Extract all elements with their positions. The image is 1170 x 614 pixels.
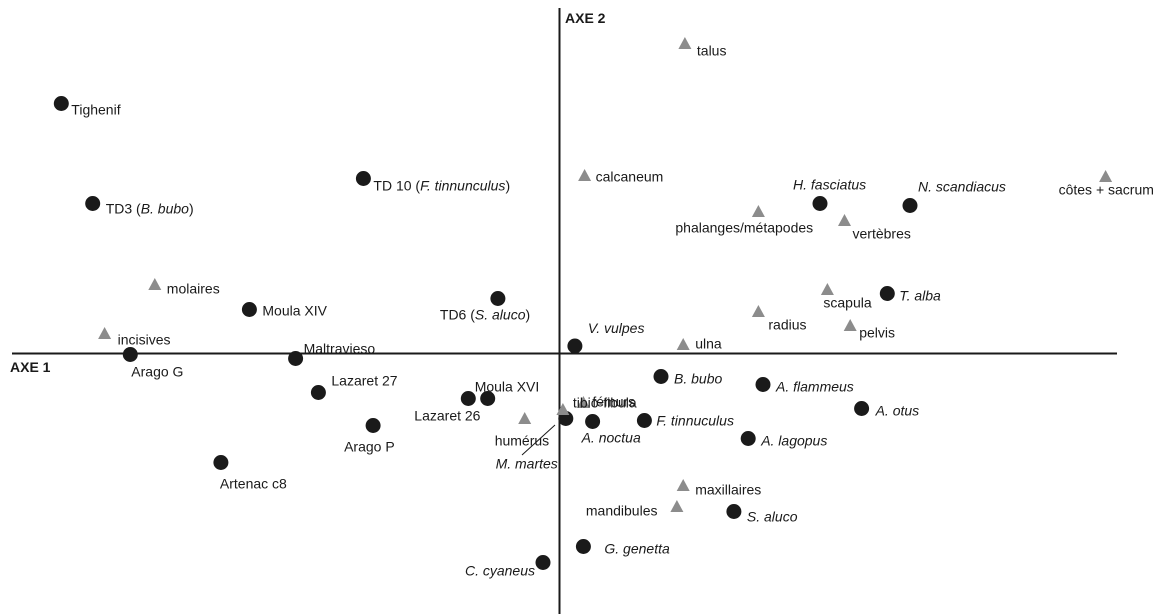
label-moula-xvi: Moula XVI bbox=[475, 379, 540, 395]
axis-2-title: AXE 2 bbox=[565, 10, 606, 26]
point-molaires-triangle bbox=[148, 278, 162, 290]
point-ulna-triangle bbox=[676, 338, 690, 350]
point-scapula-triangle bbox=[820, 283, 834, 295]
point-humerus-triangle bbox=[518, 412, 532, 424]
label-maxillaires: maxillaires bbox=[695, 482, 761, 498]
label-mandibules: mandibules bbox=[586, 503, 658, 519]
point-incisives-triangle bbox=[98, 327, 112, 339]
point-arago-g-circle bbox=[122, 347, 138, 362]
point-n-scandiacus-circle bbox=[902, 198, 918, 213]
point-calcaneum-triangle bbox=[578, 169, 592, 181]
axis-1-title: AXE 1 bbox=[10, 359, 51, 375]
point-b-bubo-circle bbox=[653, 369, 669, 384]
label-td3-b-bubo: TD3 (B. bubo) bbox=[106, 201, 194, 217]
label-tibio-fibula: tibio-fibula bbox=[573, 395, 637, 411]
label-arago-g: Arago G bbox=[131, 364, 183, 380]
label-radius: radius bbox=[768, 317, 806, 333]
label-calcaneum: calcaneum bbox=[596, 169, 664, 185]
point-phalanges-metapodes-triangle bbox=[751, 205, 765, 217]
point-s-aluco-circle bbox=[726, 504, 742, 519]
label-ulna: ulna bbox=[695, 336, 722, 352]
label-c-cyaneus: C. cyaneus bbox=[465, 563, 535, 579]
label-a-flammeus: A. flammeus bbox=[775, 379, 854, 395]
label-a-otus: A. otus bbox=[875, 403, 920, 419]
label-maltravieso: Maltravieso bbox=[304, 341, 376, 357]
point-td3-b-bubo-circle bbox=[85, 196, 101, 211]
point-pelvis-triangle bbox=[843, 319, 857, 331]
label-humerus: humérus bbox=[495, 433, 549, 449]
label-s-aluco: S. aluco bbox=[747, 509, 798, 525]
point-talus-triangle bbox=[678, 37, 692, 49]
point-tibio-fibula-triangle bbox=[556, 403, 570, 415]
label-moula-xiv: Moula XIV bbox=[262, 303, 327, 319]
m-martes-leader-line bbox=[521, 424, 556, 456]
point-c-cyaneus-circle bbox=[535, 555, 551, 570]
point-a-flammeus-circle bbox=[755, 377, 771, 392]
point-f-tinnuculus-circle bbox=[636, 413, 652, 428]
point-a-noctua-circle bbox=[585, 414, 601, 429]
point-g-genetta-circle bbox=[575, 539, 591, 554]
point-artenac-c8-circle bbox=[213, 455, 229, 470]
label-a-noctua: A. noctua bbox=[581, 430, 641, 446]
label-arago-p: Arago P bbox=[344, 439, 395, 455]
point-maxillaires-triangle bbox=[676, 479, 690, 491]
label-pelvis: pelvis bbox=[859, 325, 895, 341]
point-td-10-f-tinnunculus-circle bbox=[355, 171, 371, 186]
point-vertebres-triangle bbox=[838, 214, 851, 226]
label-artenac-c8: Artenac c8 bbox=[220, 476, 287, 492]
label-f-tinnuculus: F. tinnuculus bbox=[656, 413, 734, 429]
point-arago-p-circle bbox=[365, 418, 381, 433]
label-m-martes: M. martes bbox=[496, 456, 558, 472]
point-tighenif-circle bbox=[53, 96, 69, 111]
label-talus: talus bbox=[697, 43, 727, 59]
label-n-scandiacus: N. scandiacus bbox=[918, 179, 1006, 195]
point-femurs-triangle bbox=[576, 396, 590, 408]
point-a-otus-circle bbox=[854, 401, 870, 416]
label-incisives: incisives bbox=[118, 332, 171, 348]
label-td-10-f-tinnunculus: TD 10 (F. tinnunculus) bbox=[373, 178, 510, 194]
point-moula-xiv-circle bbox=[241, 302, 257, 317]
label-vertebres: vertèbres bbox=[853, 226, 911, 242]
label-td6-s-aluco: TD6 (S. aluco) bbox=[440, 307, 530, 323]
label-t-alba: T. alba bbox=[899, 288, 941, 304]
label-phalanges-metapodes: phalanges/métapodes bbox=[675, 220, 813, 236]
label-tighenif: Tighenif bbox=[71, 102, 120, 118]
point-lazaret-26-circle bbox=[460, 391, 476, 406]
label-lazaret-26: Lazaret 26 bbox=[414, 408, 480, 424]
point-td6-s-aluco-circle bbox=[490, 291, 506, 306]
label-scapula: scapula bbox=[823, 295, 871, 311]
label-v-vulpes: V. vulpes bbox=[588, 320, 645, 336]
label-molaires: molaires bbox=[167, 281, 220, 297]
point-t-alba-circle bbox=[879, 286, 895, 301]
point-h-fasciatus-circle bbox=[812, 196, 828, 211]
point-a-lagopus-circle bbox=[740, 431, 756, 446]
label-h-fasciatus: H. fasciatus bbox=[793, 177, 866, 193]
data-points bbox=[53, 37, 1113, 570]
label-a-lagopus: A. lagopus bbox=[760, 433, 827, 449]
point-labels: Tighenif TD3 (B. bubo) TD 10 (F. tinnuncul… bbox=[71, 43, 1154, 579]
label-cotes-sacrum: côtes + sacrum bbox=[1059, 182, 1154, 198]
point-cotes-sacrum-triangle bbox=[1099, 170, 1113, 182]
point-v-vulpes-circle bbox=[567, 338, 583, 354]
point-lazaret-27-circle bbox=[310, 385, 326, 400]
point-maltravieso-circle bbox=[288, 351, 304, 366]
label-femurs: fémurs bbox=[592, 394, 635, 410]
label-lazaret-27: Lazaret 27 bbox=[331, 373, 397, 389]
point-radius-triangle bbox=[751, 305, 765, 317]
label-b-bubo: B. bubo bbox=[674, 371, 722, 387]
point-moula-xvi-circle bbox=[480, 391, 496, 406]
point-mandibules-triangle bbox=[670, 500, 684, 512]
label-g-genetta: G. genetta bbox=[604, 541, 670, 557]
